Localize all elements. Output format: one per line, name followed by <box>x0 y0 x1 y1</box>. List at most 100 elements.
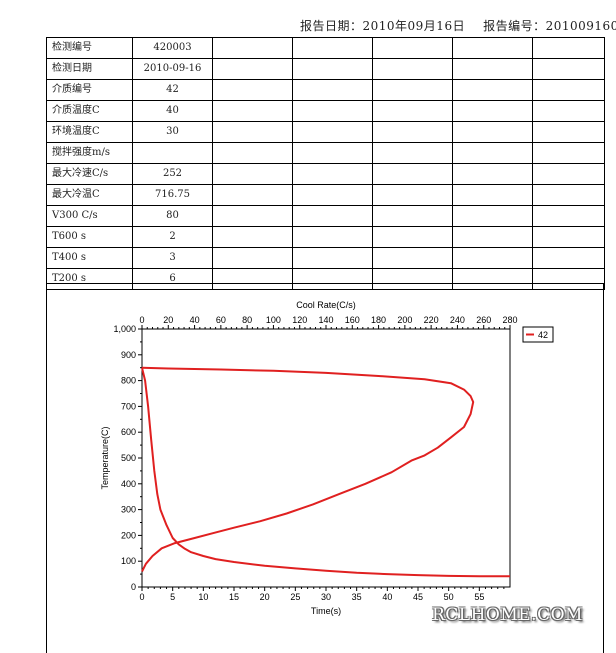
empty-cell <box>452 163 533 185</box>
report-date: 报告日期：2010年09月16日 <box>300 19 466 33</box>
x2-tick-label: 140 <box>318 315 333 325</box>
cooling-curve-line <box>141 367 510 578</box>
y-tick-label: 200 <box>121 530 136 540</box>
y-tick-label: 800 <box>121 376 136 386</box>
empty-cell <box>532 268 605 290</box>
table-row: 最大冷温C 716.75 <box>46 184 605 206</box>
table-row: 检测日期 2010-09-16 <box>46 58 605 80</box>
cooling-rate-curve-line <box>141 366 475 572</box>
row-value: 2 <box>132 226 213 248</box>
y-axis-label: Temperature(C) <box>100 426 110 489</box>
empty-cell <box>292 58 373 80</box>
empty-cell <box>212 142 293 164</box>
empty-cell <box>292 79 373 101</box>
report-header: 报告日期：2010年09月16日 报告编号：2010091600 <box>300 17 616 34</box>
empty-cell <box>372 205 453 227</box>
empty-cell <box>452 100 533 122</box>
empty-cell <box>452 79 533 101</box>
y-tick-label: 400 <box>121 479 136 489</box>
plot-frame <box>141 328 511 588</box>
x2-tick-label: 160 <box>345 315 360 325</box>
empty-cell <box>212 79 293 101</box>
x-tick-label: 25 <box>290 592 300 602</box>
empty-cell <box>292 226 373 248</box>
table-row: 检测编号 420003 <box>46 37 605 59</box>
empty-cell <box>212 58 293 80</box>
empty-cell <box>532 79 605 101</box>
empty-cell <box>372 100 453 122</box>
empty-cell <box>452 37 533 59</box>
empty-cell <box>452 121 533 143</box>
x2-tick-label: 260 <box>476 315 491 325</box>
x2-tick-label: 60 <box>216 315 226 325</box>
empty-cell <box>292 121 373 143</box>
row-value: 252 <box>132 163 213 185</box>
table-row: 环境温度C 30 <box>46 121 605 143</box>
x-tick-label: 30 <box>321 592 331 602</box>
y-tick-label: 100 <box>121 556 136 566</box>
row-value: 80 <box>132 205 213 227</box>
row-label: T600 s <box>46 226 133 248</box>
empty-cell <box>532 163 605 185</box>
empty-cell <box>372 37 453 59</box>
row-label: T200 s <box>46 268 133 290</box>
table-row: 介质温度C 40 <box>46 100 605 122</box>
x2-tick-label: 220 <box>424 315 439 325</box>
y-tick-label: 300 <box>121 505 136 515</box>
empty-cell <box>452 58 533 80</box>
x-tick-label: 35 <box>352 592 362 602</box>
empty-cell <box>292 184 373 206</box>
x-tick-label: 20 <box>260 592 270 602</box>
empty-cell <box>292 100 373 122</box>
empty-cell <box>532 100 605 122</box>
x2-tick-label: 280 <box>502 315 517 325</box>
empty-cell <box>452 205 533 227</box>
empty-cell <box>212 121 293 143</box>
report-number: 报告编号：2010091600 <box>483 19 616 33</box>
cooling-chart-panel: 0 100 200 300 400 500 600 700 800 900 1,000 0 5 10 15 2… <box>46 283 604 653</box>
x2-tick-label: 120 <box>292 315 307 325</box>
empty-cell <box>372 226 453 248</box>
legend-label: 42 <box>538 330 548 340</box>
row-label: 介质编号 <box>46 79 133 101</box>
empty-cell <box>372 58 453 80</box>
x-tick-label: 55 <box>474 592 484 602</box>
empty-cell <box>532 58 605 80</box>
empty-cell <box>532 121 605 143</box>
empty-cell <box>292 247 373 269</box>
test-data-table: 检测编号 420003 检测日期 2010-09-16 介质编号 42 介质温度C 40 环境温… <box>46 37 605 290</box>
row-label: 最大冷温C <box>46 184 133 206</box>
y-tick-label: 500 <box>121 453 136 463</box>
empty-cell <box>452 184 533 206</box>
empty-cell <box>532 247 605 269</box>
row-label: V300 C/s <box>46 205 133 227</box>
x-tick-label: 10 <box>198 592 208 602</box>
watermark: RCLHOME.COM <box>432 605 583 625</box>
row-value: 40 <box>132 100 213 122</box>
row-value: 716.75 <box>132 184 213 206</box>
table-row: 搅拌强度m/s <box>46 142 605 164</box>
empty-cell <box>532 184 605 206</box>
row-value: 30 <box>132 121 213 143</box>
empty-cell <box>372 121 453 143</box>
row-value: 3 <box>132 247 213 269</box>
empty-cell <box>452 142 533 164</box>
row-value: 420003 <box>132 37 213 59</box>
x-axis-label: Time(s) <box>311 606 341 616</box>
empty-cell <box>372 142 453 164</box>
empty-cell <box>212 226 293 248</box>
empty-cell <box>212 205 293 227</box>
empty-cell <box>372 247 453 269</box>
y-tick-label: 1,000 <box>113 324 136 334</box>
empty-cell <box>212 100 293 122</box>
empty-cell <box>532 226 605 248</box>
row-value: 2010-09-16 <box>132 58 213 80</box>
y-tick-label: 900 <box>121 350 136 360</box>
row-value <box>132 142 213 164</box>
empty-cell <box>212 247 293 269</box>
x-tick-label: 40 <box>382 592 392 602</box>
empty-cell <box>212 184 293 206</box>
x-tick-label: 45 <box>413 592 423 602</box>
